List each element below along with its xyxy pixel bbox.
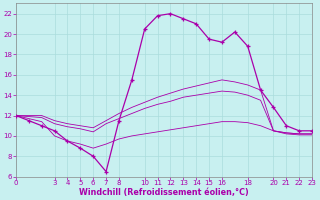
X-axis label: Windchill (Refroidissement éolien,°C): Windchill (Refroidissement éolien,°C) — [79, 188, 249, 197]
